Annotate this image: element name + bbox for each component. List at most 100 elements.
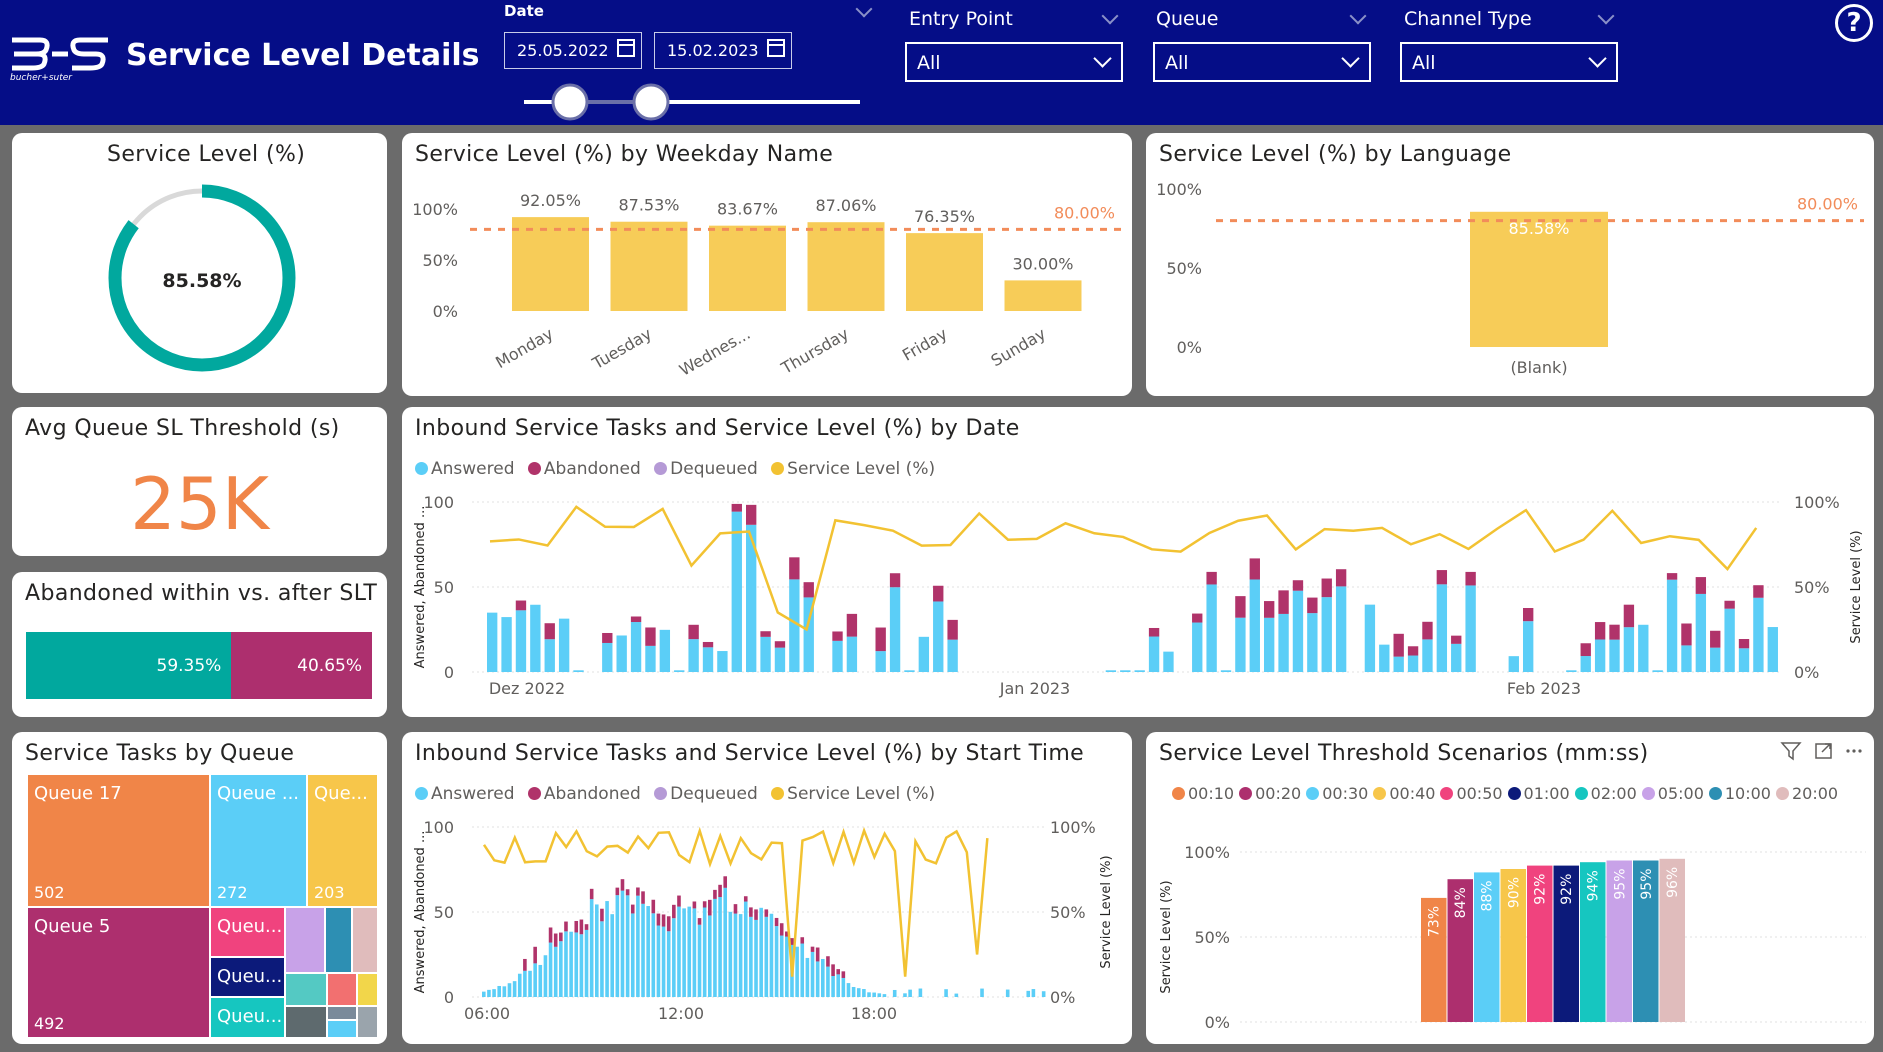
abandoned-within-bar[interactable]: 59.35% <box>26 632 232 699</box>
card-title: Service Level Threshold Scenarios (mm:ss… <box>1159 741 1649 766</box>
legend-item[interactable]: 00:50 <box>1440 784 1503 803</box>
start-time-chart-card[interactable]: Inbound Service Tasks and Service Level … <box>402 732 1132 1044</box>
treemap-tile[interactable] <box>285 1006 327 1038</box>
legend-item[interactable]: 02:00 <box>1574 784 1637 803</box>
legend-item[interactable]: 00:20 <box>1239 784 1301 803</box>
abandoned-bar <box>515 600 527 611</box>
focus-mode-icon[interactable] <box>1815 743 1832 759</box>
answered-bar <box>1026 990 1031 997</box>
legend-item[interactable]: 01:00 <box>1507 784 1570 803</box>
date-end-input[interactable]: 15.02.2023 <box>654 32 792 69</box>
queue-chevron-icon[interactable] <box>1349 7 1367 25</box>
abandoned-bar <box>826 956 830 967</box>
legend-dequeued[interactable]: Dequeued <box>654 459 758 479</box>
chevron-down-icon[interactable] <box>1341 49 1360 68</box>
treemap-tile[interactable] <box>327 1020 357 1038</box>
answered-bar <box>574 932 579 997</box>
treemap-tile[interactable] <box>325 907 352 973</box>
calendar-icon[interactable] <box>767 39 785 57</box>
donut-arc <box>108 184 296 372</box>
answered-bar <box>564 931 568 997</box>
treemap-tile[interactable] <box>352 907 378 973</box>
threshold-scenarios-card[interactable]: Service Level Threshold Scenarios (mm:ss… <box>1146 732 1874 1044</box>
slider-end-handle[interactable] <box>632 83 670 121</box>
abandoned-after-bar[interactable]: 40.65% <box>231 632 372 699</box>
legend-answered[interactable]: Answered <box>415 459 515 479</box>
treemap-tile[interactable]: Queu... <box>210 957 285 997</box>
treemap-tile[interactable] <box>285 973 327 1006</box>
service-level-card[interactable]: Service Level (%) 85.58% <box>12 133 387 393</box>
slider-start-handle[interactable] <box>551 83 589 121</box>
queue-select[interactable]: All <box>1153 42 1371 82</box>
service-level-line <box>489 505 1758 632</box>
treemap-tile[interactable] <box>327 1006 357 1020</box>
date-range-slider[interactable] <box>520 82 865 122</box>
data-label: 96% <box>1665 867 1681 898</box>
date-combo-chart[interactable]: 100 100% 50 50% 0 0% Answered, Abandoned ... Se… <box>402 407 1874 717</box>
treemap-tile[interactable] <box>357 1006 378 1038</box>
legend-item[interactable]: 20:00 <box>1775 784 1839 803</box>
date-filter-chevron-icon[interactable] <box>855 0 873 18</box>
legend-service-level[interactable]: Service Level (%) <box>771 784 935 804</box>
language-chart[interactable]: 100% 50% 0% 85.58% (Blank) 80.00% <box>1146 133 1874 396</box>
abandoned-bar <box>800 937 805 944</box>
treemap-tile[interactable]: Queue 5 492 <box>27 907 210 1038</box>
answered-bar <box>774 647 786 672</box>
treemap-tile[interactable] <box>357 973 378 1006</box>
date-start-input[interactable]: 25.05.2022 <box>504 32 642 69</box>
legend-label: 20:00 <box>1791 784 1839 803</box>
legend-item[interactable]: 00:30 <box>1306 784 1368 803</box>
avg-queue-threshold-card[interactable]: Avg Queue SL Threshold (s) 25K <box>12 407 387 556</box>
treemap-card[interactable]: Service Tasks by Queue Queue 17 502 Queue… <box>12 732 387 1044</box>
treemap-tile[interactable]: Queue ... 272 <box>210 774 307 907</box>
legend-abandoned[interactable]: Abandoned <box>527 784 641 804</box>
data-label: 90% <box>1506 877 1522 908</box>
answered-bar <box>892 989 897 997</box>
entry-point-select[interactable]: All <box>905 42 1123 82</box>
abandoned-bar <box>731 503 742 512</box>
abandoned-bar <box>559 932 563 942</box>
more-options-icon[interactable] <box>1846 749 1862 753</box>
legend-item[interactable]: 10:00 <box>1708 784 1771 803</box>
weekday-chart[interactable]: 100% 50% 0% 92.05% Monday 87.53% Tuesday 83.67%… <box>402 133 1132 396</box>
filter-icon[interactable] <box>1780 742 1802 761</box>
threshold-bar-chart[interactable]: 100% 50% 0% Service Level (%) 73% 84% 88% 90% 92… <box>1146 732 1874 1044</box>
calendar-icon[interactable] <box>617 39 635 57</box>
service-level-donut[interactable]: 85.58% <box>102 178 302 378</box>
channel-type-chevron-icon[interactable] <box>1597 7 1615 25</box>
treemap-tile[interactable] <box>285 907 325 973</box>
legend-abandoned[interactable]: Abandoned <box>527 459 641 479</box>
treemap-tile[interactable]: Queu... <box>210 907 285 957</box>
treemap-tile[interactable]: Queue 17 502 <box>27 774 210 907</box>
start-time-combo-chart[interactable]: 100 100% 50 50% 0 0% Answered, Abandoned ... Se… <box>402 732 1132 1044</box>
help-icon[interactable]: ? <box>1835 4 1873 42</box>
entry-point-chevron-icon[interactable] <box>1101 7 1119 25</box>
chevron-down-icon[interactable] <box>1093 49 1112 68</box>
queue-treemap[interactable]: Queue 17 502 Queue ... 272 Que... 203 Queue… <box>27 774 387 1038</box>
legend-dot <box>1507 787 1521 800</box>
weekday-chart-card[interactable]: Service Level (%) by Weekday Name 100% 50… <box>402 133 1132 396</box>
answered-bar <box>517 973 522 997</box>
answered-bar <box>497 985 502 997</box>
abandoned-bar <box>641 891 645 904</box>
legend-dequeued[interactable]: Dequeued <box>654 784 758 804</box>
language-chart-card[interactable]: Service Level (%) by Language 100% 50% 0% 8… <box>1146 133 1874 396</box>
abandoned-bar <box>651 899 656 914</box>
abandoned-slt-card[interactable]: Abandoned within vs. after SLT 59.35% 40… <box>12 572 387 717</box>
treemap-tile[interactable]: Que... 203 <box>307 774 378 907</box>
channel-type-select[interactable]: All <box>1400 42 1618 82</box>
date-chart-card[interactable]: Inbound Service Tasks and Service Level … <box>402 407 1874 717</box>
legend-item[interactable]: 00:40 <box>1373 784 1435 803</box>
answered-bar <box>903 993 907 997</box>
legend-item[interactable]: 05:00 <box>1641 784 1704 803</box>
answered-bar <box>810 951 815 997</box>
legend-item[interactable]: 00:10 <box>1172 784 1234 803</box>
abandoned-bar <box>1192 613 1203 623</box>
chevron-down-icon[interactable] <box>1588 49 1607 68</box>
treemap-tile[interactable]: Queu... <box>210 997 285 1038</box>
answered-bar <box>889 587 901 672</box>
legend-answered[interactable]: Answered <box>415 784 515 804</box>
legend-service-level[interactable]: Service Level (%) <box>771 459 935 479</box>
answered-bar <box>605 901 609 997</box>
treemap-tile[interactable] <box>327 973 357 1006</box>
